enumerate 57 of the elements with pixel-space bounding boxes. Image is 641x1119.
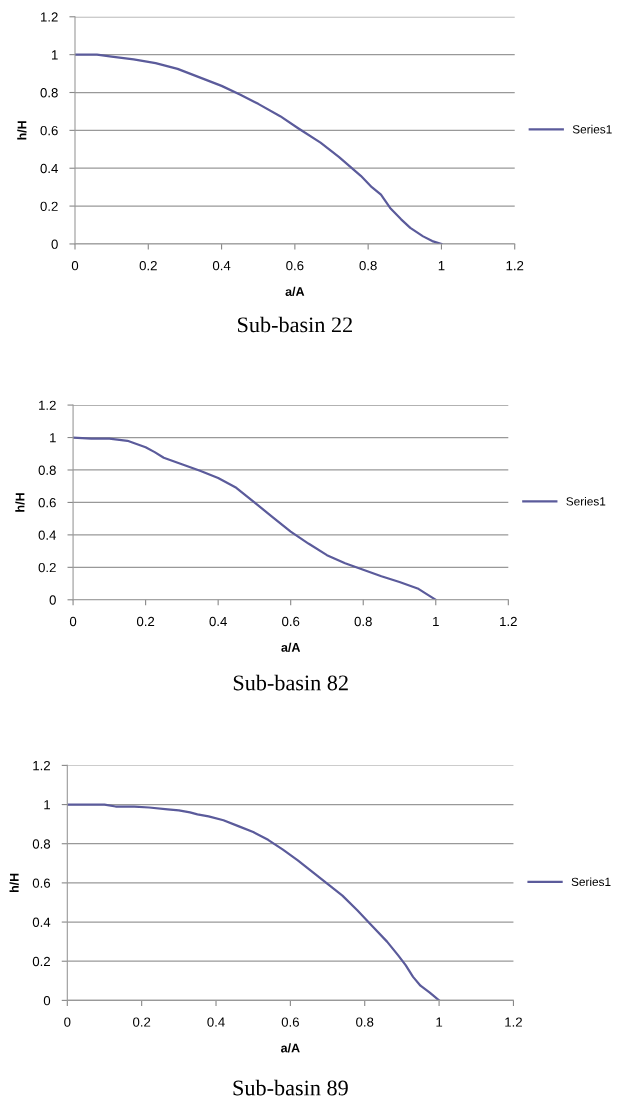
legend-label: Series1 [566,496,606,506]
x-tick-label: 0 [71,260,79,271]
x-tick-label: 0 [69,616,77,627]
legend-label: Series1 [572,124,612,134]
y-tick-label: 1.2 [33,760,50,771]
legend-label: Series1 [571,877,611,887]
y-tick-label: 0.4 [32,917,51,927]
x-tick-label: 0.6 [282,616,300,627]
x-tick-label: 0.4 [212,260,231,271]
y-tick-label: 0.6 [40,125,58,136]
x-tick-label: 0.2 [139,260,157,271]
line-series [75,53,443,244]
text: Sub-basin 22 [238,316,352,333]
line-series [67,803,441,1001]
x-axis-title: a/A [281,642,301,652]
x-tick-label: 0.6 [286,260,304,271]
x-tick-label: 1 [438,261,445,271]
x-tick-label: 0.8 [354,616,372,627]
y-tick-label: 0.8 [32,839,51,849]
y-tick-label: 0 [51,239,58,249]
text: Sub-basin 82 [233,674,348,691]
y-tick-label: 1.2 [39,400,56,410]
x-tick-label: 0.6 [281,1017,299,1027]
x-tick-label: 0.8 [359,260,377,271]
y-tick-label: 0.2 [32,956,50,967]
x-axis-title: a/A [285,286,305,297]
y-tick-label: 1.2 [41,12,58,22]
y-axis-title: h/H [9,873,19,893]
x-tick-label: 1.2 [500,616,517,627]
y-tick-label: 1 [44,800,50,810]
y-tick-label: 0 [49,595,56,605]
x-tick-label: 0 [64,1017,71,1027]
y-tick-label: 0.6 [32,878,51,888]
y-tick-label: 0.8 [40,88,58,98]
y-tick-label: 0 [43,995,51,1006]
x-tick-label: 1.2 [505,1017,522,1027]
y-tick-label: 0.8 [38,465,56,475]
x-axis-title: a/A [281,1043,300,1053]
x-tick-label: 0.4 [207,1017,225,1027]
y-tick-label: 0.4 [38,530,57,540]
y-tick-label: 0.2 [40,201,58,211]
line-series [73,436,437,600]
y-axis-title: h/H [17,121,27,140]
y-tick-label: 0.2 [38,562,56,573]
y-tick-label: 0.6 [38,498,56,508]
x-tick-label: 0.4 [209,616,227,627]
x-tick-label: 1 [436,1017,443,1027]
y-tick-label: 1 [50,433,56,443]
x-tick-label: 1.2 [506,260,524,271]
x-tick-label: 0.2 [136,616,155,627]
x-tick-label: 0.8 [356,1017,374,1027]
y-axis-title: h/H [15,493,25,512]
x-tick-label: 1 [433,616,439,627]
x-tick-label: 0.2 [133,1017,151,1027]
y-tick-label: 1 [52,50,58,60]
text: Sub-basin 89 [233,1079,348,1096]
y-tick-label: 0.4 [40,163,58,174]
